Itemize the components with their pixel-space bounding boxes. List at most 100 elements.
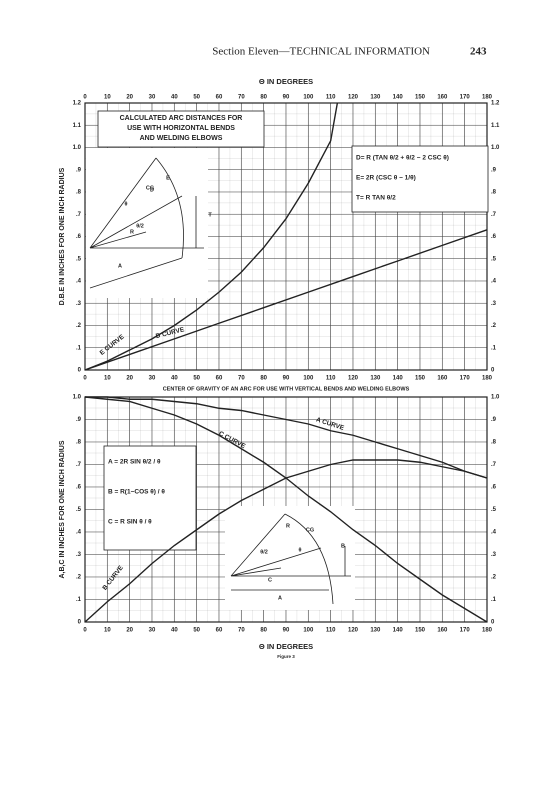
y-tick-label: .4 [76, 530, 82, 536]
x-tick-label: 70 [238, 628, 245, 634]
y-tick-label: .7 [491, 212, 497, 218]
x-tick-label: 140 [393, 628, 404, 634]
y-tick-label: .1 [491, 597, 497, 603]
y-tick-label: .2 [491, 323, 497, 329]
y-tick-label: 0 [78, 368, 82, 374]
x-tick-label: 50 [193, 628, 200, 634]
x-tick-label: 20 [126, 95, 133, 101]
x-tick-label: 180 [482, 628, 493, 634]
x-tick-label: 50 [193, 95, 200, 101]
y-tick-label: .9 [491, 417, 497, 423]
x-tick-label: 120 [348, 628, 359, 634]
formula: C = R SIN θ / θ [108, 519, 152, 526]
inset-sketch [230, 513, 351, 605]
x-tick-label: 150 [415, 628, 426, 634]
y-tick-label: .5 [76, 256, 82, 262]
curve [84, 229, 488, 371]
inset-label: CG [306, 527, 314, 533]
inset-label: A [118, 263, 122, 269]
x-tick-label: 30 [149, 376, 156, 382]
y-tick-label: .7 [76, 212, 82, 218]
x-tick-label: 0 [83, 376, 87, 382]
title-box [97, 110, 265, 148]
x-tick-label: 120 [348, 376, 359, 382]
y-tick-label: 0 [491, 620, 495, 626]
y-tick-label: .2 [491, 575, 497, 581]
y-tick-label: 1.0 [73, 145, 82, 151]
plot-frame [84, 102, 488, 371]
x-tick-label: 90 [283, 376, 290, 382]
y-tick-label: .3 [491, 552, 497, 558]
x-tick-label: 170 [460, 95, 471, 101]
chart-title: USE WITH HORIZONTAL BENDS [127, 125, 235, 132]
x-tick-label: 100 [303, 628, 314, 634]
y-tick-label: .6 [491, 485, 497, 491]
y-tick-label: .8 [76, 190, 82, 196]
x-tick-label: 130 [370, 628, 381, 634]
x-tick-label: 60 [216, 628, 223, 634]
curve [84, 396, 488, 623]
y-tick-label: 1.2 [73, 101, 82, 107]
formula: A = 2R SIN θ/2 / θ [108, 459, 161, 466]
x-tick-label: 70 [238, 95, 245, 101]
x-axis-label: Θ IN DEGREES [259, 642, 313, 651]
x-tick-label: 160 [437, 95, 448, 101]
y-tick-label: .6 [491, 234, 497, 240]
plot-frame [84, 396, 488, 623]
inset-label: T [208, 212, 212, 218]
y-tick-label: 1.1 [491, 123, 500, 129]
inset-label: θ/2 [260, 549, 268, 555]
x-tick-label: 180 [482, 376, 493, 382]
x-tick-label: 110 [326, 628, 336, 634]
formula: E= 2R (CSC θ − 1/θ) [356, 175, 416, 182]
y-tick-label: 1.1 [73, 123, 82, 129]
y-tick-label: .3 [491, 301, 497, 307]
formula: D= R (TAN θ/2 + θ/2 − 2 CSC θ) [356, 155, 449, 162]
y-axis-label: D.B.E IN INCHES FOR ONE INCH RADIUS [59, 167, 66, 305]
y-tick-label: .8 [76, 440, 82, 446]
y-tick-label: 1.2 [491, 101, 500, 107]
inset-label: R [130, 229, 134, 235]
formula: B = R(1−COS θ) / θ [108, 489, 165, 496]
inset-label: θ/2 [136, 223, 144, 229]
x-tick-label: 80 [260, 95, 267, 101]
x-tick-label: 10 [104, 95, 111, 101]
inset-label: D [150, 187, 154, 193]
x-axis-label: Θ IN DEGREES [259, 77, 313, 86]
curve [85, 396, 488, 479]
x-tick-label: 90 [283, 95, 290, 101]
y-tick-label: .2 [76, 575, 82, 581]
x-tick-label: 0 [83, 628, 87, 634]
x-tick-label: 80 [260, 628, 267, 634]
y-tick-label: .1 [76, 597, 82, 603]
inset-label: A [278, 595, 282, 601]
x-tick-label: 160 [437, 628, 448, 634]
x-tick-label: 80 [260, 376, 267, 382]
y-tick-label: .4 [76, 279, 82, 285]
y-tick-label: .9 [76, 417, 82, 423]
inset-label: R [286, 523, 290, 529]
y-tick-label: .5 [491, 256, 497, 262]
x-tick-label: 150 [415, 95, 426, 101]
x-tick-label: 130 [370, 95, 381, 101]
x-tick-label: 180 [482, 95, 493, 101]
chart-title: CENTER OF GRAVITY OF AN ARC FOR USE WITH… [163, 386, 410, 392]
formula-box [351, 145, 489, 213]
x-tick-label: 150 [415, 376, 426, 382]
figure-caption: Figure 3 [277, 654, 295, 659]
chart-title: AND WELDING ELBOWS [140, 135, 223, 142]
x-tick-label: 90 [283, 628, 290, 634]
x-tick-label: 100 [303, 376, 314, 382]
y-tick-label: .9 [491, 167, 497, 173]
formula: T= R TAN θ/2 [356, 195, 396, 202]
inset-label: θ [299, 547, 302, 553]
x-tick-label: 140 [393, 376, 404, 382]
x-tick-label: 60 [216, 376, 223, 382]
x-tick-label: 30 [149, 628, 156, 634]
x-tick-label: 40 [171, 628, 178, 634]
y-tick-label: .7 [76, 462, 82, 468]
formula-box [103, 445, 197, 551]
x-tick-label: 10 [104, 628, 111, 634]
section-header: Section Eleven—TECHNICAL INFORMATION [212, 46, 430, 58]
